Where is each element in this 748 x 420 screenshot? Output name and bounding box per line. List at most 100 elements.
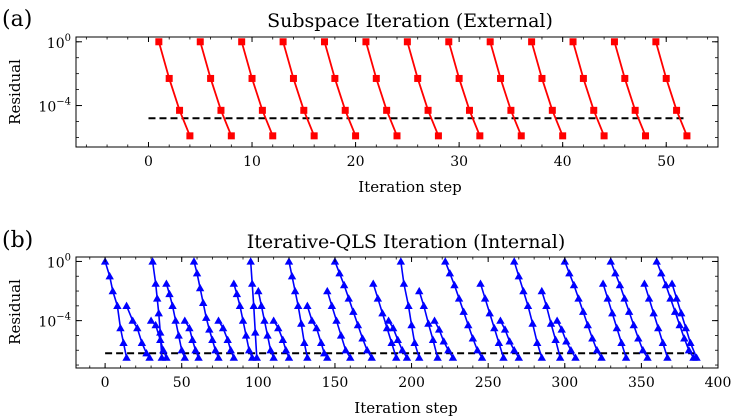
data-point bbox=[358, 334, 367, 342]
data-point bbox=[269, 353, 278, 361]
data-point bbox=[297, 319, 306, 327]
data-point bbox=[151, 320, 160, 329]
data-point bbox=[198, 298, 208, 307]
data-point bbox=[652, 257, 661, 265]
data-point bbox=[320, 349, 329, 357]
data-point bbox=[399, 279, 409, 287]
data-point bbox=[450, 280, 459, 289]
data-point bbox=[223, 335, 232, 344]
series-line-2 bbox=[199, 41, 233, 137]
series-line-3 bbox=[240, 41, 274, 137]
data-point bbox=[640, 279, 649, 287]
panel-b-ylabel: Residual bbox=[6, 279, 24, 345]
data-point bbox=[229, 279, 239, 287]
data-point bbox=[497, 74, 505, 82]
series-line-1 bbox=[157, 41, 191, 137]
data-point bbox=[323, 286, 332, 295]
data-point bbox=[300, 338, 309, 346]
y-tick-label: 10−4 bbox=[38, 97, 71, 116]
panel-a-title: Subspace Iteration (External) bbox=[267, 10, 553, 32]
data-point bbox=[341, 106, 349, 114]
data-point bbox=[571, 353, 580, 361]
data-point bbox=[162, 279, 171, 287]
series-line-31 bbox=[643, 283, 669, 358]
x-tick-label: 50 bbox=[657, 154, 675, 170]
data-point bbox=[566, 346, 576, 354]
data-point bbox=[588, 334, 597, 342]
data-point bbox=[661, 280, 671, 289]
data-point bbox=[557, 325, 566, 333]
data-point bbox=[281, 346, 291, 354]
data-point bbox=[500, 325, 510, 333]
data-point bbox=[551, 335, 560, 344]
x-tick-label: 40 bbox=[554, 154, 572, 170]
data-point bbox=[352, 132, 360, 140]
data-point bbox=[514, 353, 524, 361]
data-point bbox=[214, 316, 223, 324]
data-point bbox=[578, 307, 588, 315]
data-point bbox=[517, 132, 525, 140]
data-point bbox=[480, 294, 490, 302]
data-point bbox=[649, 309, 658, 317]
data-point bbox=[686, 338, 695, 346]
data-point bbox=[537, 286, 546, 295]
data-point bbox=[681, 323, 691, 332]
data-point bbox=[608, 309, 617, 317]
x-tick-label: 50 bbox=[173, 375, 191, 391]
data-point bbox=[455, 74, 463, 82]
data-point bbox=[332, 316, 341, 324]
data-point bbox=[505, 337, 514, 345]
data-point bbox=[235, 301, 245, 309]
data-point bbox=[486, 38, 494, 46]
data-point bbox=[476, 132, 484, 140]
data-point bbox=[180, 316, 189, 324]
data-point bbox=[666, 294, 675, 302]
data-point bbox=[546, 319, 556, 327]
data-point bbox=[523, 301, 533, 309]
panel-a: (a) Subspace Iteration (External) Residu… bbox=[2, 7, 719, 196]
data-point bbox=[195, 283, 205, 292]
data-point bbox=[331, 74, 339, 82]
data-point bbox=[278, 335, 288, 344]
data-point bbox=[113, 301, 122, 309]
data-point bbox=[186, 132, 194, 140]
data-point bbox=[207, 74, 215, 82]
data-point bbox=[621, 74, 629, 82]
data-point bbox=[663, 353, 672, 361]
data-point bbox=[218, 323, 228, 332]
data-point bbox=[384, 316, 393, 324]
data-point bbox=[590, 106, 598, 114]
data-point bbox=[574, 294, 583, 302]
data-point bbox=[284, 257, 294, 265]
series-line-17 bbox=[372, 283, 397, 358]
data-point bbox=[383, 106, 391, 114]
data-point bbox=[266, 346, 275, 354]
data-point bbox=[444, 346, 453, 354]
series-line-4 bbox=[151, 261, 163, 358]
data-point bbox=[611, 269, 620, 277]
series-line-11 bbox=[572, 41, 605, 137]
data-point bbox=[287, 272, 297, 280]
data-point bbox=[617, 338, 626, 346]
data-point bbox=[257, 301, 266, 309]
data-point bbox=[658, 338, 668, 346]
data-point bbox=[188, 335, 197, 344]
data-point bbox=[369, 279, 378, 287]
data-point bbox=[241, 331, 251, 339]
data-point bbox=[454, 294, 464, 302]
data-point bbox=[263, 331, 272, 339]
x-tick-label: 200 bbox=[398, 375, 425, 391]
plot-frame bbox=[75, 36, 719, 148]
data-point bbox=[254, 286, 263, 295]
panel-b-label: (b) bbox=[2, 228, 33, 253]
data-point bbox=[583, 320, 592, 329]
data-point bbox=[638, 346, 648, 354]
data-point bbox=[528, 38, 536, 46]
x-tick-label: 30 bbox=[450, 154, 468, 170]
data-point bbox=[303, 353, 312, 361]
data-point bbox=[684, 346, 694, 354]
data-point bbox=[373, 294, 383, 302]
series-line-8 bbox=[447, 41, 481, 137]
data-point bbox=[415, 353, 424, 361]
data-point bbox=[137, 338, 147, 346]
